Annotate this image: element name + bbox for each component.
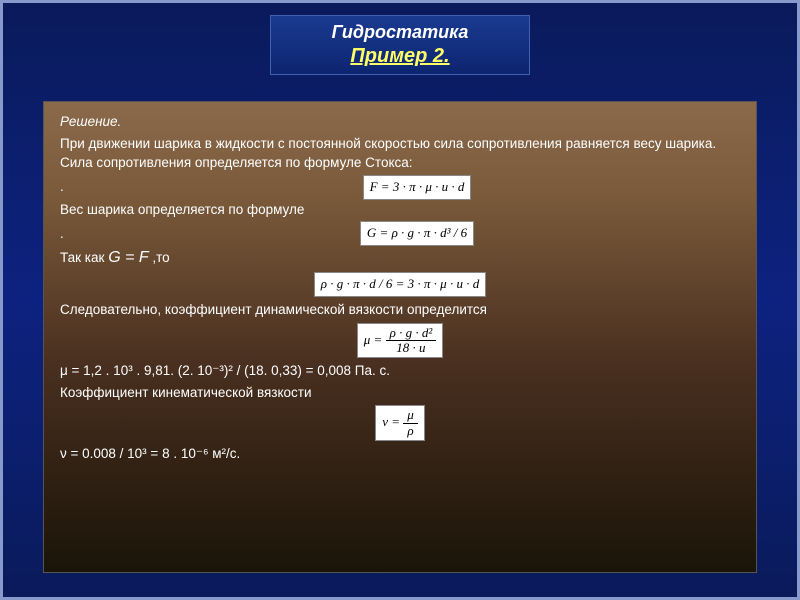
formula-weight: G = ρ · g · π · d³ / 6 <box>360 221 474 246</box>
p3-eq: G = F <box>108 249 148 266</box>
p3-suffix: ,то <box>149 250 170 265</box>
paragraph-7: ν = 0.008 / 10³ = 8 . 10⁻⁶ м²/с. <box>60 444 740 464</box>
f4-num: ρ · g · d² <box>386 326 437 341</box>
paragraph-6: Коэффициент кинематической вязкости <box>60 383 740 403</box>
dot-2: . <box>60 224 64 244</box>
formula-row-5: ν = μρ <box>60 405 740 441</box>
formula-row-4: μ = ρ · g · d²18 · u <box>60 323 740 359</box>
formula-mu: μ = ρ · g · d²18 · u <box>357 323 443 359</box>
f5-lhs: ν = <box>382 414 403 429</box>
content-panel: Решение. При движении шарика в жидкости … <box>43 101 757 573</box>
title-box: Гидростатика Пример 2. <box>270 15 530 75</box>
paragraph-5: μ = 1,2 . 10³ . 9,81. (2. 10⁻³)² / (18. … <box>60 361 740 381</box>
formula-row-1: . F = 3 · π · μ · u · d <box>60 175 740 200</box>
f5-den: ρ <box>403 424 418 438</box>
f4-lhs: μ = <box>364 331 386 346</box>
title-main: Гидростатика <box>281 22 519 43</box>
dot-1: . <box>60 177 64 197</box>
paragraph-1: При движении шарика в жидкости с постоян… <box>60 134 740 173</box>
formula-nu: ν = μρ <box>375 405 425 441</box>
solution-label: Решение. <box>60 112 740 132</box>
paragraph-2: Вес шарика определяется по формуле <box>60 200 740 220</box>
formula-row-3: ρ · g · π · d / 6 = 3 · π · μ · u · d <box>60 272 740 297</box>
title-sub: Пример 2. <box>281 45 519 68</box>
formula-balance: ρ · g · π · d / 6 = 3 · π · μ · u · d <box>314 272 486 297</box>
f4-den: 18 · u <box>386 341 437 355</box>
formula-row-2: . G = ρ · g · π · d³ / 6 <box>60 221 740 246</box>
p3-prefix: Так как <box>60 250 108 265</box>
formula-stokes: F = 3 · π · μ · u · d <box>363 175 472 200</box>
f5-num: μ <box>403 408 418 423</box>
paragraph-3: Так как G = F ,то <box>60 246 740 269</box>
paragraph-4: Следовательно, коэффициент динамической … <box>60 300 740 320</box>
